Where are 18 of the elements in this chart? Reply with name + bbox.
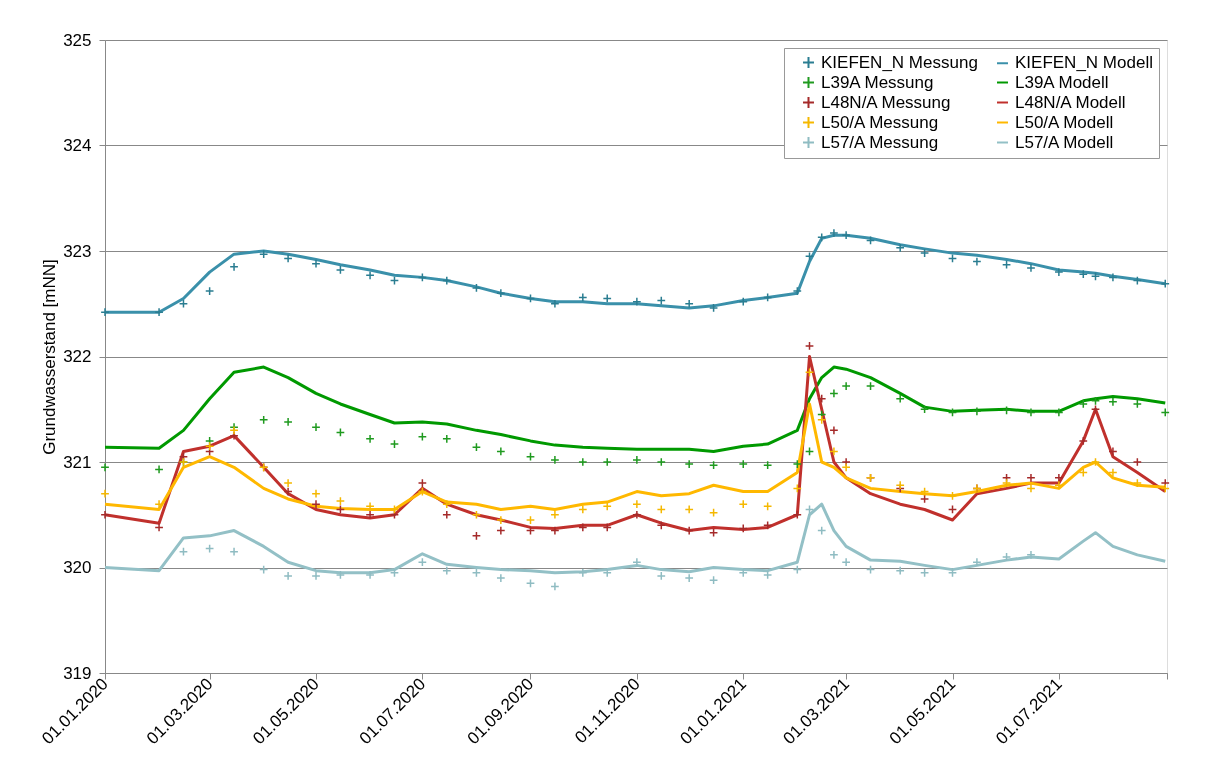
legend-label: L50/A Messung [821, 112, 939, 132]
legend-label: L39A Modell [1015, 72, 1109, 92]
legend-label: L48N/A Modell [1015, 92, 1126, 112]
y-tick-label: 319 [63, 663, 92, 683]
legend-label: L57/A Messung [821, 132, 939, 152]
y-tick-label: 324 [63, 136, 92, 155]
legend-label: KIEFEN_N Modell [1015, 53, 1153, 73]
y-axis-title: Grundwasserstand [mNN] [40, 259, 60, 455]
legend-label: L57/A Modell [1015, 132, 1114, 152]
y-tick-label: 325 [63, 30, 92, 50]
y-tick-label: 323 [63, 241, 92, 261]
y-tick-label: 322 [63, 347, 92, 366]
legend-label: L50/A Modell [1015, 112, 1114, 132]
y-tick-label: 320 [63, 558, 92, 577]
legend-label: L39A Messung [821, 72, 934, 92]
y-tick-label: 321 [63, 452, 92, 472]
legend-label: KIEFEN_N Messung [821, 52, 978, 72]
legend-label: L48N/A Messung [821, 92, 951, 112]
